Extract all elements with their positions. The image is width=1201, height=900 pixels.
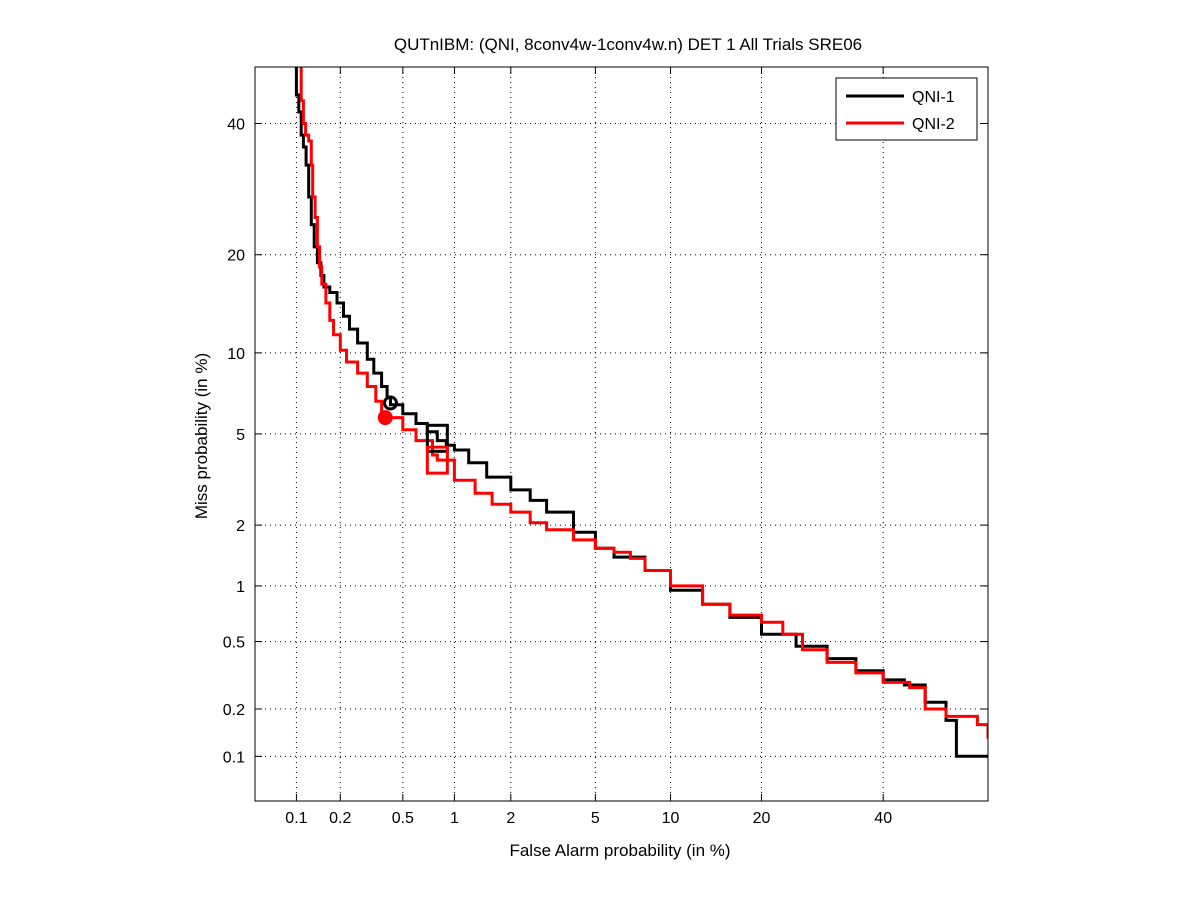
x-tick-label: 10 — [662, 810, 680, 827]
x-tick-label: 40 — [874, 810, 892, 827]
legend: QNI-1 QNI-2 — [835, 77, 978, 141]
y-tick-label: 0.1 — [223, 749, 245, 766]
series-line-qni-2 — [299, 67, 988, 739]
y-tick-label: 2 — [236, 518, 245, 535]
y-tick-label: 40 — [227, 117, 245, 134]
legend-label-qni-1: QNI-1 — [912, 89, 955, 106]
y-tick-label: 20 — [227, 248, 245, 265]
actual-decision-square-qni-2 — [425, 445, 449, 475]
x-tick-label: 0.5 — [392, 810, 414, 827]
x-axis-label: False Alarm probability (in %) — [509, 841, 730, 860]
min-dcf-circle-qni-2 — [377, 410, 393, 426]
x-tick-label: 2 — [506, 810, 515, 827]
chart-title: QUTnIBM: (QNI, 8conv4w-1conv4w.n) DET 1 … — [394, 35, 862, 54]
x-tick-label: 0.2 — [329, 810, 351, 827]
grid — [255, 67, 988, 801]
axis-ticks: 0.1 0.2 0.5 1 2 5 10 20 40 0.1 0.2 0.5 1 2 5 10 20 40 — [223, 67, 988, 827]
legend-box — [835, 77, 978, 141]
operating-point-markers — [377, 395, 449, 475]
x-tick-label: 0.1 — [285, 810, 307, 827]
data-series — [294, 67, 988, 758]
x-tick-label: 1 — [450, 810, 459, 827]
y-tick-label: 0.5 — [223, 635, 245, 652]
y-tick-label: 1 — [236, 579, 245, 596]
x-tick-label: 20 — [753, 810, 771, 827]
y-tick-label: 10 — [227, 346, 245, 363]
actual-decision-square-qni-1 — [425, 423, 449, 453]
y-tick-label: 5 — [236, 427, 245, 444]
series-line-qni-1 — [294, 67, 988, 758]
min-dcf-circle-qni-1 — [382, 395, 398, 411]
x-tick-label: 5 — [591, 810, 600, 827]
y-tick-label: 0.2 — [223, 702, 245, 719]
legend-label-qni-2: QNI-2 — [912, 116, 955, 133]
plot-frame — [254, 66, 989, 802]
y-axis-label: Miss probability (in %) — [192, 353, 211, 519]
